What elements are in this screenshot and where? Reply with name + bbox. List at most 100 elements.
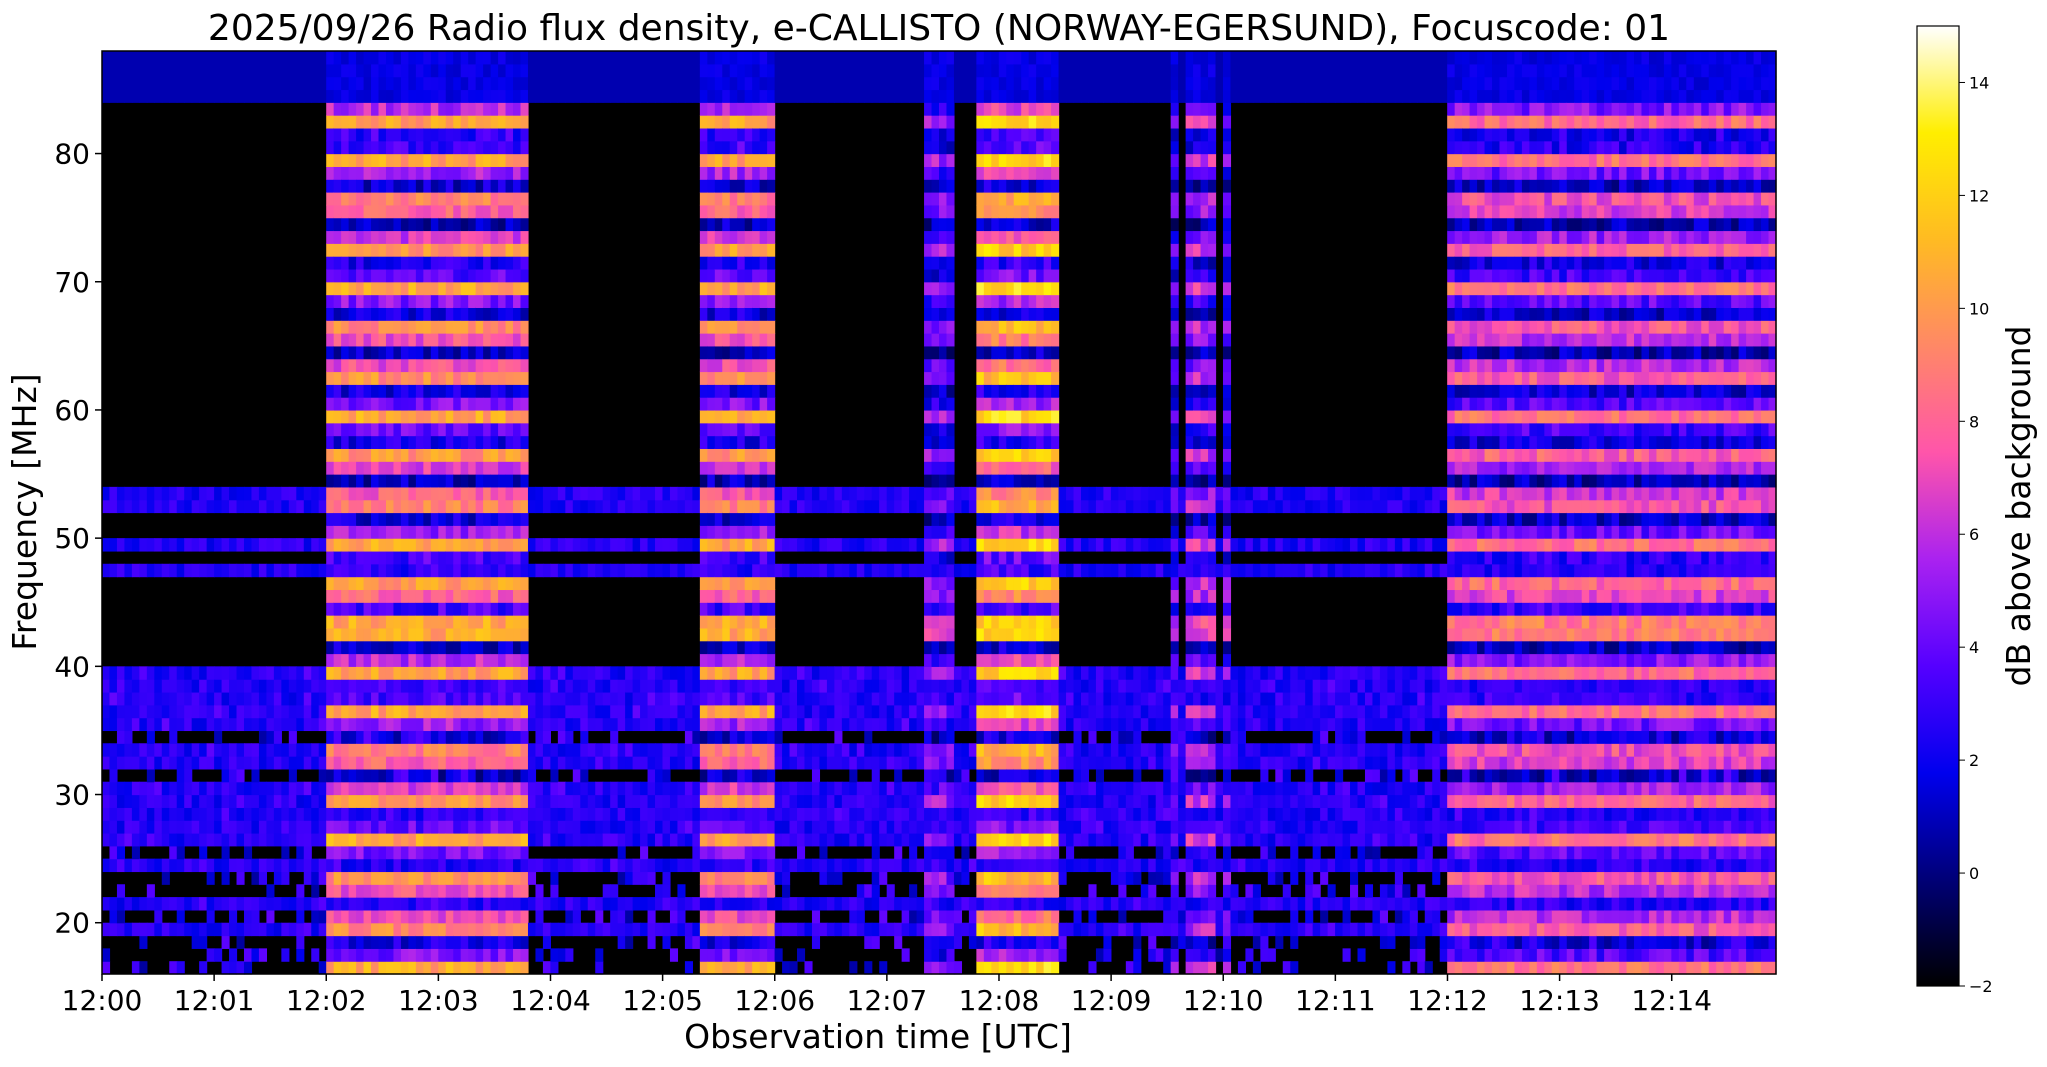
heatmap-cell: [527, 871, 537, 885]
heatmap-cell: [677, 538, 686, 552]
heatmap-cell: [520, 268, 529, 283]
heatmap-cell: [976, 884, 985, 898]
heatmap-cell: [752, 871, 761, 885]
heatmap-cell: [169, 730, 178, 744]
heatmap-cell: [281, 717, 290, 732]
heatmap-cell: [587, 691, 596, 706]
heatmap-cell: [879, 563, 888, 578]
heatmap-cell: [759, 345, 768, 360]
heatmap-cell: [468, 794, 477, 808]
heatmap-cell: [520, 897, 529, 911]
heatmap-cell: [498, 384, 507, 398]
heatmap-cell: [475, 615, 484, 629]
heatmap-cell: [475, 691, 484, 706]
heatmap-cell: [385, 538, 395, 552]
heatmap-cell: [490, 89, 499, 103]
heatmap-cell: [856, 858, 865, 873]
heatmap-cell: [617, 781, 626, 796]
heatmap-cell: [722, 204, 731, 219]
heatmap-cell: [602, 858, 611, 873]
heatmap-cell: [886, 89, 895, 103]
heatmap-cell: [909, 845, 918, 860]
heatmap-cell: [722, 666, 731, 680]
heatmap-cell: [415, 51, 424, 65]
heatmap-cell: [804, 51, 813, 65]
heatmap-cell: [737, 320, 746, 334]
heatmap-cell: [871, 922, 880, 937]
heatmap-cell: [797, 691, 806, 706]
heatmap-cell: [371, 461, 380, 475]
heatmap-cell: [176, 563, 185, 578]
heatmap-cell: [333, 179, 342, 193]
heatmap-cell: [303, 691, 312, 706]
heatmap-cell: [939, 153, 948, 167]
heatmap-cell: [176, 63, 185, 78]
heatmap-cell: [139, 63, 148, 78]
heatmap-cell: [438, 448, 447, 462]
heatmap-cell: [931, 409, 940, 424]
heatmap-cell: [460, 294, 469, 308]
heatmap-cell: [707, 371, 716, 385]
heatmap-cell: [371, 89, 380, 103]
heatmap-cell: [759, 704, 768, 719]
heatmap-cell: [124, 89, 133, 103]
heatmap-cell: [640, 832, 649, 847]
heatmap-cell: [714, 717, 723, 732]
heatmap-cell: [714, 691, 723, 706]
heatmap-cell: [475, 858, 484, 873]
heatmap-cell: [400, 627, 409, 642]
heatmap-cell: [916, 486, 925, 501]
heatmap-cell: [453, 89, 462, 103]
heatmap-cell: [939, 884, 948, 898]
heatmap-cell: [498, 794, 507, 808]
heatmap-cell: [266, 717, 275, 732]
heatmap-cell: [640, 820, 649, 834]
heatmap-cell: [602, 832, 611, 847]
heatmap-cell: [789, 781, 798, 796]
heatmap-cell: [475, 717, 484, 732]
heatmap-cell: [976, 858, 985, 873]
heatmap-cell: [527, 538, 537, 552]
heatmap-cell: [737, 422, 746, 437]
heatmap-cell: [102, 76, 111, 91]
heatmap-cell: [453, 961, 462, 975]
heatmap-cell: [961, 563, 970, 578]
heatmap-cell: [281, 538, 290, 552]
heatmap-cell: [797, 858, 806, 873]
heatmap-cell: [475, 268, 484, 283]
heatmap-cell: [909, 897, 918, 911]
heatmap-cell: [729, 51, 738, 65]
heatmap-cell: [939, 243, 948, 257]
heatmap-cell: [737, 51, 746, 65]
heatmap-cell: [460, 743, 469, 757]
heatmap-cell: [602, 89, 611, 103]
heatmap-cell: [296, 845, 305, 860]
heatmap-cell: [699, 794, 708, 808]
heatmap-cell: [116, 884, 126, 898]
heatmap-cell: [856, 807, 865, 821]
heatmap-cell: [931, 768, 940, 783]
heatmap-cell: [677, 858, 686, 873]
heatmap-cell: [714, 794, 723, 808]
heatmap-cell: [729, 615, 738, 629]
heatmap-cell: [371, 897, 380, 911]
heatmap-cell: [692, 499, 701, 514]
heatmap-cell: [445, 512, 454, 526]
heatmap-cell: [266, 884, 275, 898]
heatmap-cell: [572, 666, 581, 680]
heatmap-cell: [655, 499, 664, 514]
heatmap-cell: [109, 51, 118, 65]
heatmap-cell: [759, 768, 768, 783]
heatmap-cell: [475, 474, 484, 488]
heatmap-cell: [258, 666, 268, 680]
heatmap-cell: [916, 820, 925, 834]
heatmap-cell: [640, 871, 649, 885]
heatmap-cell: [161, 922, 170, 937]
heatmap-cell: [841, 76, 850, 91]
heatmap-cell: [714, 704, 723, 719]
heatmap-cell: [879, 820, 888, 834]
heatmap-cell: [460, 794, 469, 808]
heatmap-cell: [722, 640, 731, 655]
heatmap-cell: [722, 550, 731, 565]
heatmap-cell: [565, 858, 574, 873]
